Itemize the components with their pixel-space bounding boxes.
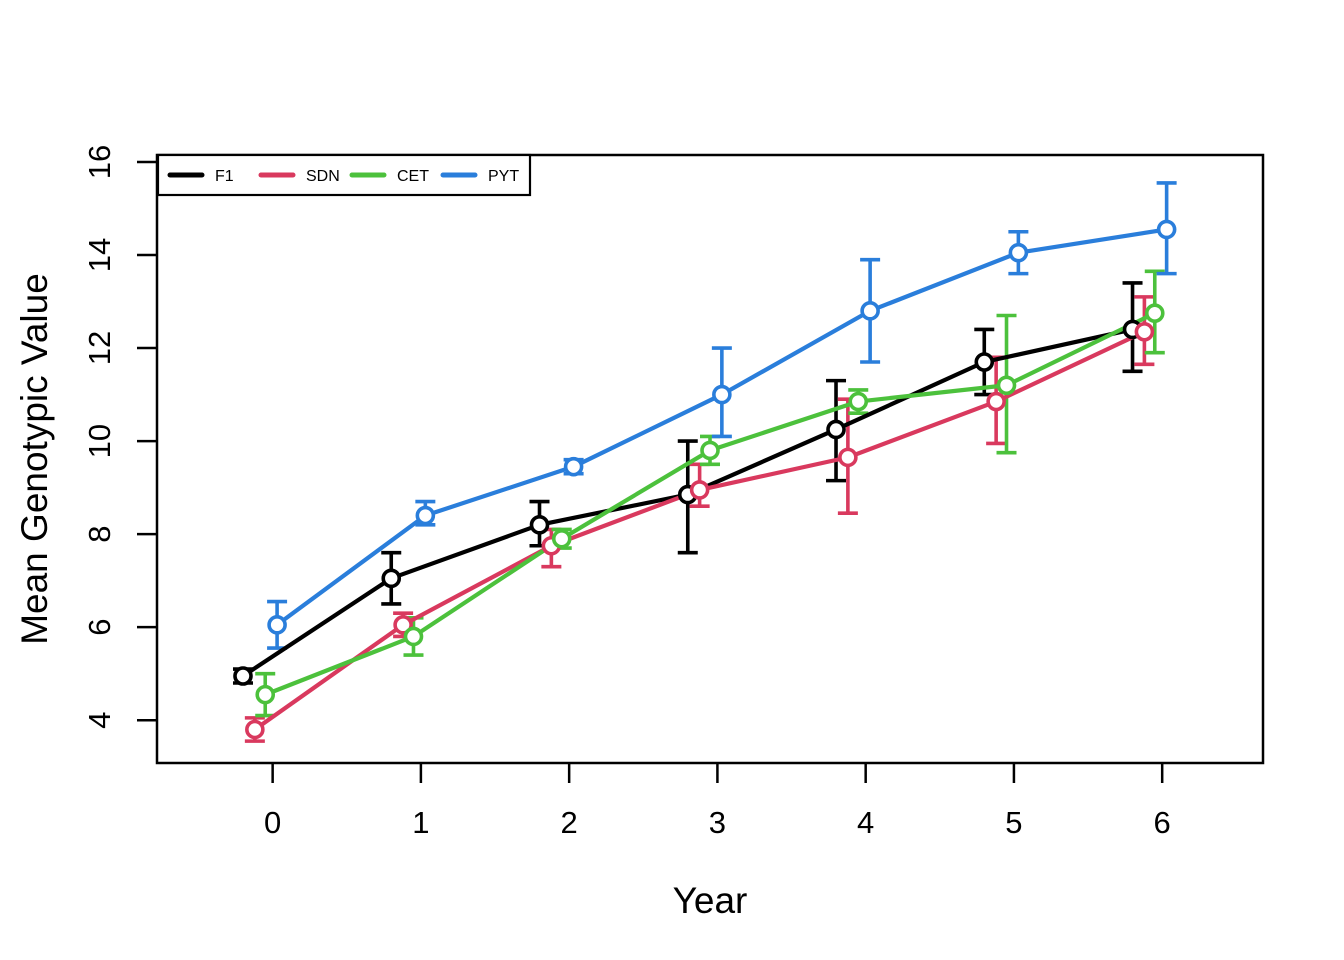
data-point-pyt [267, 615, 287, 635]
x-axis-title: Year [673, 880, 748, 921]
data-point-cet [1144, 303, 1165, 323]
x-tick-label: 6 [1154, 805, 1171, 840]
data-point-pyt [1008, 242, 1029, 263]
data-point-pyt [563, 456, 584, 477]
legend-label-sdn: SDN [306, 168, 340, 185]
data-point-sdn [245, 719, 265, 740]
x-tick-label: 5 [1005, 805, 1022, 840]
series-points-f1 [233, 319, 1143, 686]
series-points-pyt [267, 219, 1177, 635]
x-tick-label: 3 [709, 805, 726, 840]
data-point-sdn [393, 615, 413, 635]
y-tick-label: 10 [82, 424, 117, 458]
data-point-f1 [974, 352, 995, 372]
y-tick-label: 8 [82, 526, 117, 543]
y-axis: 4 6 8 10 12 14 16 [82, 145, 157, 729]
data-point-cet [996, 375, 1017, 396]
data-point-f1 [381, 568, 402, 589]
y-tick-label: 14 [82, 238, 117, 272]
series-points-cet [255, 303, 1165, 705]
y-axis-title: Mean Genotypic Value [14, 273, 55, 645]
data-point-cet [551, 528, 572, 549]
data-point-f1 [529, 515, 550, 535]
data-point-cet [255, 684, 276, 705]
data-point-sdn [1134, 321, 1155, 342]
data-point-f1 [826, 419, 846, 440]
x-tick-label: 2 [561, 805, 578, 840]
x-tick-label: 1 [412, 805, 429, 840]
data-point-cet [700, 440, 720, 461]
legend: F1 SDN CET PYT [156, 153, 532, 197]
data-point-pyt [415, 505, 436, 526]
data-point-sdn [838, 447, 858, 468]
y-tick-label: 16 [82, 145, 117, 179]
data-point-sdn [689, 480, 710, 500]
data-point-pyt [860, 301, 880, 321]
series-points-sdn [245, 321, 1155, 740]
plot-border [155, 153, 1265, 765]
legend-label-f1: F1 [215, 168, 234, 185]
x-tick-label: 0 [264, 805, 281, 840]
y-tick-label: 6 [82, 619, 117, 636]
data-point-sdn [986, 391, 1006, 412]
y-tick-label: 12 [82, 331, 117, 365]
data-point-cet [403, 626, 424, 647]
y-tick-label: 4 [82, 712, 117, 729]
x-axis: 0 1 2 3 4 5 6 [264, 763, 1171, 840]
data-point-cet [848, 391, 869, 412]
data-point-f1 [233, 666, 253, 686]
data-point-pyt [712, 384, 732, 405]
x-tick-label: 4 [857, 805, 874, 840]
legend-label-cet: CET [397, 168, 429, 185]
data-point-pyt [1156, 219, 1177, 240]
legend-label-pyt: PYT [488, 168, 519, 185]
